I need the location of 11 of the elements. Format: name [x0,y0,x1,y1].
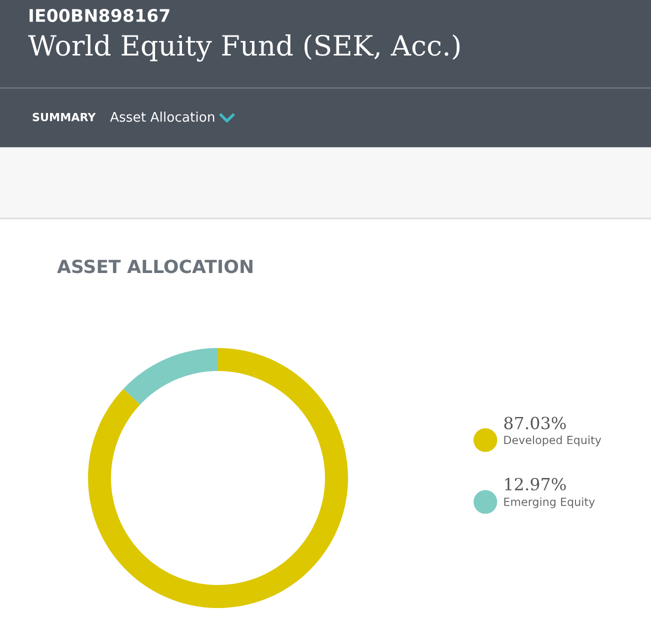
chart-subtitle: ASSET ALLOCATION [57,260,252,274]
chart-title: World Equity Fund (SEK, Acc.) [28,34,460,62]
text: Asset Allocation [110,112,214,122]
donut-slice [88,348,348,608]
text: SUMMARY [32,112,96,122]
legend-label: Developed Equity [504,436,602,446]
data-label: 87.03% [504,416,566,430]
legend-label: Emerging Equity [504,497,595,508]
data-label: 12.97% [505,478,566,490]
donut-slice [123,348,218,405]
text: IE00BN898167 [30,8,170,22]
